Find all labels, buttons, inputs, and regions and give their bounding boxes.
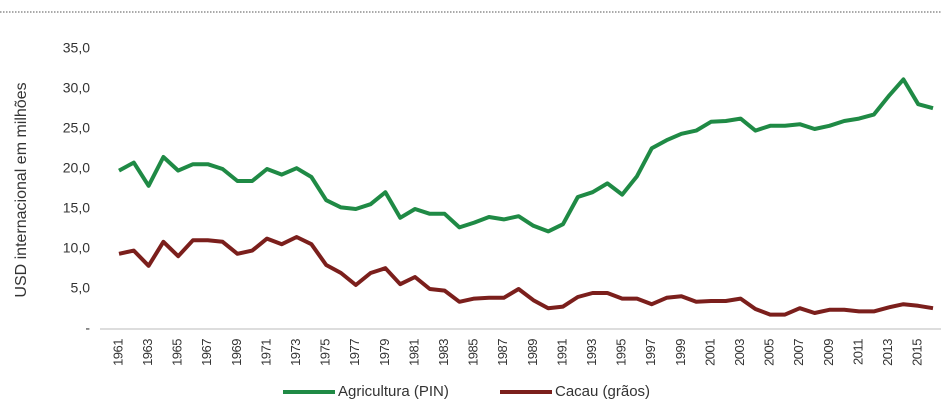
x-tick-label: 1977	[347, 339, 362, 366]
x-tick-label: 2001	[702, 339, 717, 366]
x-tick-label: 1997	[643, 339, 658, 366]
y-axis-label: USD internacional em milhões	[13, 82, 30, 297]
x-tick-label: 1999	[673, 339, 688, 366]
x-tick-label: 2007	[791, 339, 806, 366]
x-tick-label: 1991	[554, 339, 569, 366]
x-tick-label: 1983	[436, 339, 451, 366]
series-line	[118, 77, 934, 234]
x-tick-label: 1971	[258, 339, 273, 366]
x-tick-label: 1973	[288, 339, 303, 366]
x-tick-label: 1969	[229, 339, 244, 366]
x-tick-label: 1993	[584, 339, 599, 366]
legend-label: Agricultura (PIN)	[338, 383, 449, 400]
y-tick-label: 35,0	[63, 40, 90, 56]
y-tick-label: 15,0	[63, 200, 90, 216]
legend-label: Cacau (grãos)	[555, 383, 650, 400]
x-tick-label: 2011	[850, 339, 865, 365]
x-tick-label: 1965	[170, 339, 185, 366]
x-tick-label: 2009	[821, 339, 836, 366]
x-tick-label: 1989	[525, 339, 540, 366]
y-tick-label: 25,0	[63, 120, 90, 136]
x-tick-label: 2005	[762, 339, 777, 366]
x-tick-label: 1961	[110, 339, 125, 366]
x-tick-label: 1987	[495, 339, 510, 366]
x-tick-label: 1979	[377, 339, 392, 366]
x-tick-label: 1967	[199, 339, 214, 366]
x-tick-label: 1981	[406, 339, 421, 366]
y-tick-label: 10,0	[63, 240, 90, 256]
x-tick-label: 2013	[880, 339, 895, 366]
y-tick-label: -	[85, 320, 90, 336]
x-tick-label: 1995	[614, 339, 629, 366]
series-line	[118, 235, 934, 317]
x-tick-label: 2003	[732, 339, 747, 366]
y-tick-label: 20,0	[63, 160, 90, 176]
y-tick-label: 5,0	[71, 280, 91, 296]
x-tick-label: 2015	[910, 339, 925, 366]
y-tick-label: 30,0	[63, 80, 90, 96]
x-tick-label: 1975	[318, 339, 333, 366]
x-tick-label: 1963	[140, 339, 155, 366]
x-tick-label: 1985	[466, 339, 481, 366]
